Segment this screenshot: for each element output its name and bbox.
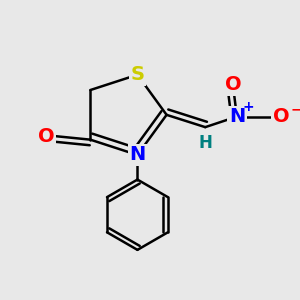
Text: +: + <box>242 100 254 114</box>
Text: O: O <box>272 107 289 126</box>
Text: H: H <box>198 134 212 152</box>
Text: −: − <box>290 102 300 116</box>
Text: N: N <box>229 107 245 126</box>
Text: O: O <box>225 76 242 94</box>
Text: O: O <box>38 127 55 146</box>
Text: S: S <box>130 65 144 84</box>
Text: N: N <box>129 146 146 164</box>
